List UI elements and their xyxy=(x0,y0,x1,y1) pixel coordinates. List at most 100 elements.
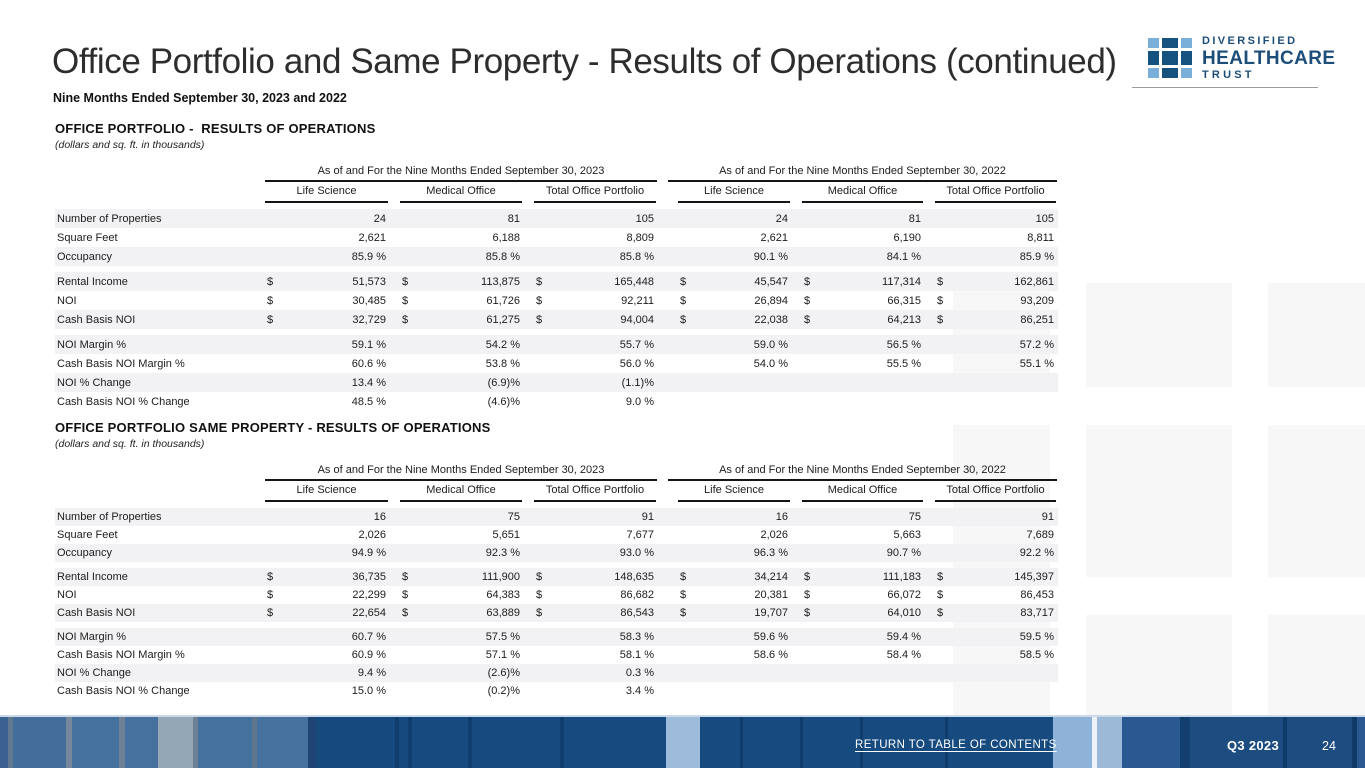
office-portfolio-results-table: As of and For the Nine Months Ended Sept… xyxy=(55,165,1058,411)
section-title-office-portfolio: OFFICE PORTFOLIO - RESULTS OF OPERATIONS xyxy=(55,121,376,136)
cell-value: 91 xyxy=(1041,511,1054,523)
cell-value: (1.1)% xyxy=(621,376,654,389)
cell-value: 64,383 xyxy=(486,589,520,601)
cell-value: 22,654 xyxy=(352,607,386,619)
table-cell: 13.4 % xyxy=(255,377,390,389)
dollar-sign: $ xyxy=(937,607,944,619)
dollar-sign: $ xyxy=(267,589,274,601)
cell-value: 5,651 xyxy=(492,529,520,541)
table-cell: $34,214 xyxy=(668,571,792,583)
table-cell: 2,621 xyxy=(668,232,792,244)
dollar-sign: $ xyxy=(804,589,811,601)
table-cell: 9.4 % xyxy=(255,667,390,679)
period-header-row: As of and For the Nine Months Ended Sept… xyxy=(55,165,1058,182)
table-cell: $148,635 xyxy=(524,571,658,583)
table-cell: $22,654 xyxy=(255,607,390,619)
table-row: NOI % Change 13.4 % (6.9)% (1.1)% xyxy=(55,373,1058,392)
cell-value: 64,213 xyxy=(887,313,921,326)
cell-value: 2,026 xyxy=(760,529,788,541)
cell-value: 56.5 % xyxy=(886,338,921,351)
cell-value: 165,448 xyxy=(614,275,654,288)
cell-value: 51,573 xyxy=(352,275,386,288)
cell-value: 24 xyxy=(373,212,386,225)
table-cell: 54.0 % xyxy=(668,358,792,370)
dollar-sign: $ xyxy=(536,607,543,619)
table-cell: $86,453 xyxy=(925,589,1058,601)
column-header: Life Science xyxy=(678,481,790,502)
table-cell: $92,211 xyxy=(524,295,658,307)
cell-value: 57.1 % xyxy=(485,649,520,661)
cell-value: 93,209 xyxy=(1020,294,1054,307)
table-cell: 58.6 % xyxy=(668,649,792,661)
table-cell: (6.9)% xyxy=(390,377,524,389)
cell-value: 36,735 xyxy=(352,571,386,583)
table-row: Number of Properties 16 75 91 16 75 91 xyxy=(55,508,1058,526)
table-row: Cash Basis NOI % Change 48.5 % (4.6)% 9.0 % xyxy=(55,392,1058,411)
table-cell: 85.8 % xyxy=(524,251,658,263)
cell-value: 9.4 % xyxy=(357,667,386,679)
table-cell: 8,809 xyxy=(524,232,658,244)
table-cell: 85.9 % xyxy=(255,251,390,263)
dollar-sign: $ xyxy=(937,589,944,601)
table-cell: $66,315 xyxy=(792,295,925,307)
cell-value: 59.5 % xyxy=(1019,631,1054,643)
period-header: As of and For the Nine Months Ended Sept… xyxy=(668,165,1057,182)
logo-line-trust: TRUST xyxy=(1202,69,1255,81)
row-label: Cash Basis NOI Margin % xyxy=(57,357,185,370)
table-cell: $86,682 xyxy=(524,589,658,601)
cell-value: 53.8 % xyxy=(485,357,520,370)
row-label: Cash Basis NOI Margin % xyxy=(57,649,185,661)
footer-bar: RETURN TO TABLE OF CONTENTS Q3 2023 24 xyxy=(0,715,1365,768)
dollar-sign: $ xyxy=(402,589,409,601)
cell-value: 7,689 xyxy=(1026,529,1054,541)
row-label: NOI % Change xyxy=(57,667,131,679)
cell-value: 60.6 % xyxy=(351,357,386,370)
watermark-square xyxy=(1268,615,1365,715)
table-cell: $111,183 xyxy=(792,571,925,583)
cell-value: 54.2 % xyxy=(485,338,520,351)
dollar-sign: $ xyxy=(680,275,687,288)
cell-value: 16 xyxy=(775,511,788,523)
column-header: Total Office Portfolio xyxy=(935,481,1056,502)
section-note: (dollars and sq. ft. in thousands) xyxy=(55,438,205,450)
dollar-sign: $ xyxy=(804,571,811,583)
table-row: Rental Income $51,573 $113,875 $165,448 $45,… xyxy=(55,272,1058,291)
table-cell: $162,861 xyxy=(925,276,1058,288)
table-cell: $111,900 xyxy=(390,571,524,583)
dollar-sign: $ xyxy=(804,294,811,307)
table-cell: 6,190 xyxy=(792,232,925,244)
cell-value: 2,026 xyxy=(358,529,386,541)
table-cell: 24 xyxy=(255,213,390,225)
cell-value: 9.0 % xyxy=(625,395,654,408)
cell-value: 61,726 xyxy=(486,294,520,307)
dollar-sign: $ xyxy=(402,275,409,288)
table-cell: 48.5 % xyxy=(255,396,390,408)
table-cell: (2.6)% xyxy=(390,667,524,679)
return-to-toc-link[interactable]: RETURN TO TABLE OF CONTENTS xyxy=(855,739,1057,751)
table-cell: 81 xyxy=(390,213,524,225)
column-header: Life Science xyxy=(265,182,388,203)
row-label: NOI xyxy=(57,589,77,601)
dollar-sign: $ xyxy=(536,589,543,601)
column-header: Total Office Portfolio xyxy=(935,182,1056,203)
cell-value: 93.0 % xyxy=(619,547,654,559)
table-row: Occupancy 85.9 % 85.8 % 85.8 % 90.1 % 84.1 % 8… xyxy=(55,247,1058,266)
cell-value: 59.6 % xyxy=(753,631,788,643)
cell-value: 22,299 xyxy=(352,589,386,601)
cell-value: 59.1 % xyxy=(351,338,386,351)
cell-value: 60.9 % xyxy=(351,649,386,661)
table-cell: $165,448 xyxy=(524,276,658,288)
table-cell: 54.2 % xyxy=(390,339,524,351)
table-row: NOI Margin % 59.1 % 54.2 % 55.7 % 59.0 % 56.5… xyxy=(55,335,1058,354)
table-row: Number of Properties 24 81 105 24 81 105 xyxy=(55,209,1058,228)
row-label: Cash Basis NOI xyxy=(57,313,136,326)
column-header: Medical Office xyxy=(400,182,522,203)
dollar-sign: $ xyxy=(267,571,274,583)
cell-value: (2.6)% xyxy=(487,667,520,679)
cell-value: 85.9 % xyxy=(351,250,386,263)
section-note: (dollars and sq. ft. in thousands) xyxy=(55,139,205,151)
cell-value: 55.5 % xyxy=(886,357,921,370)
watermark-square xyxy=(1268,425,1365,577)
table-row: NOI Margin % 60.7 % 57.5 % 58.3 % 59.6 % 59.4… xyxy=(55,628,1058,646)
period-header-row: As of and For the Nine Months Ended Sept… xyxy=(55,464,1058,481)
